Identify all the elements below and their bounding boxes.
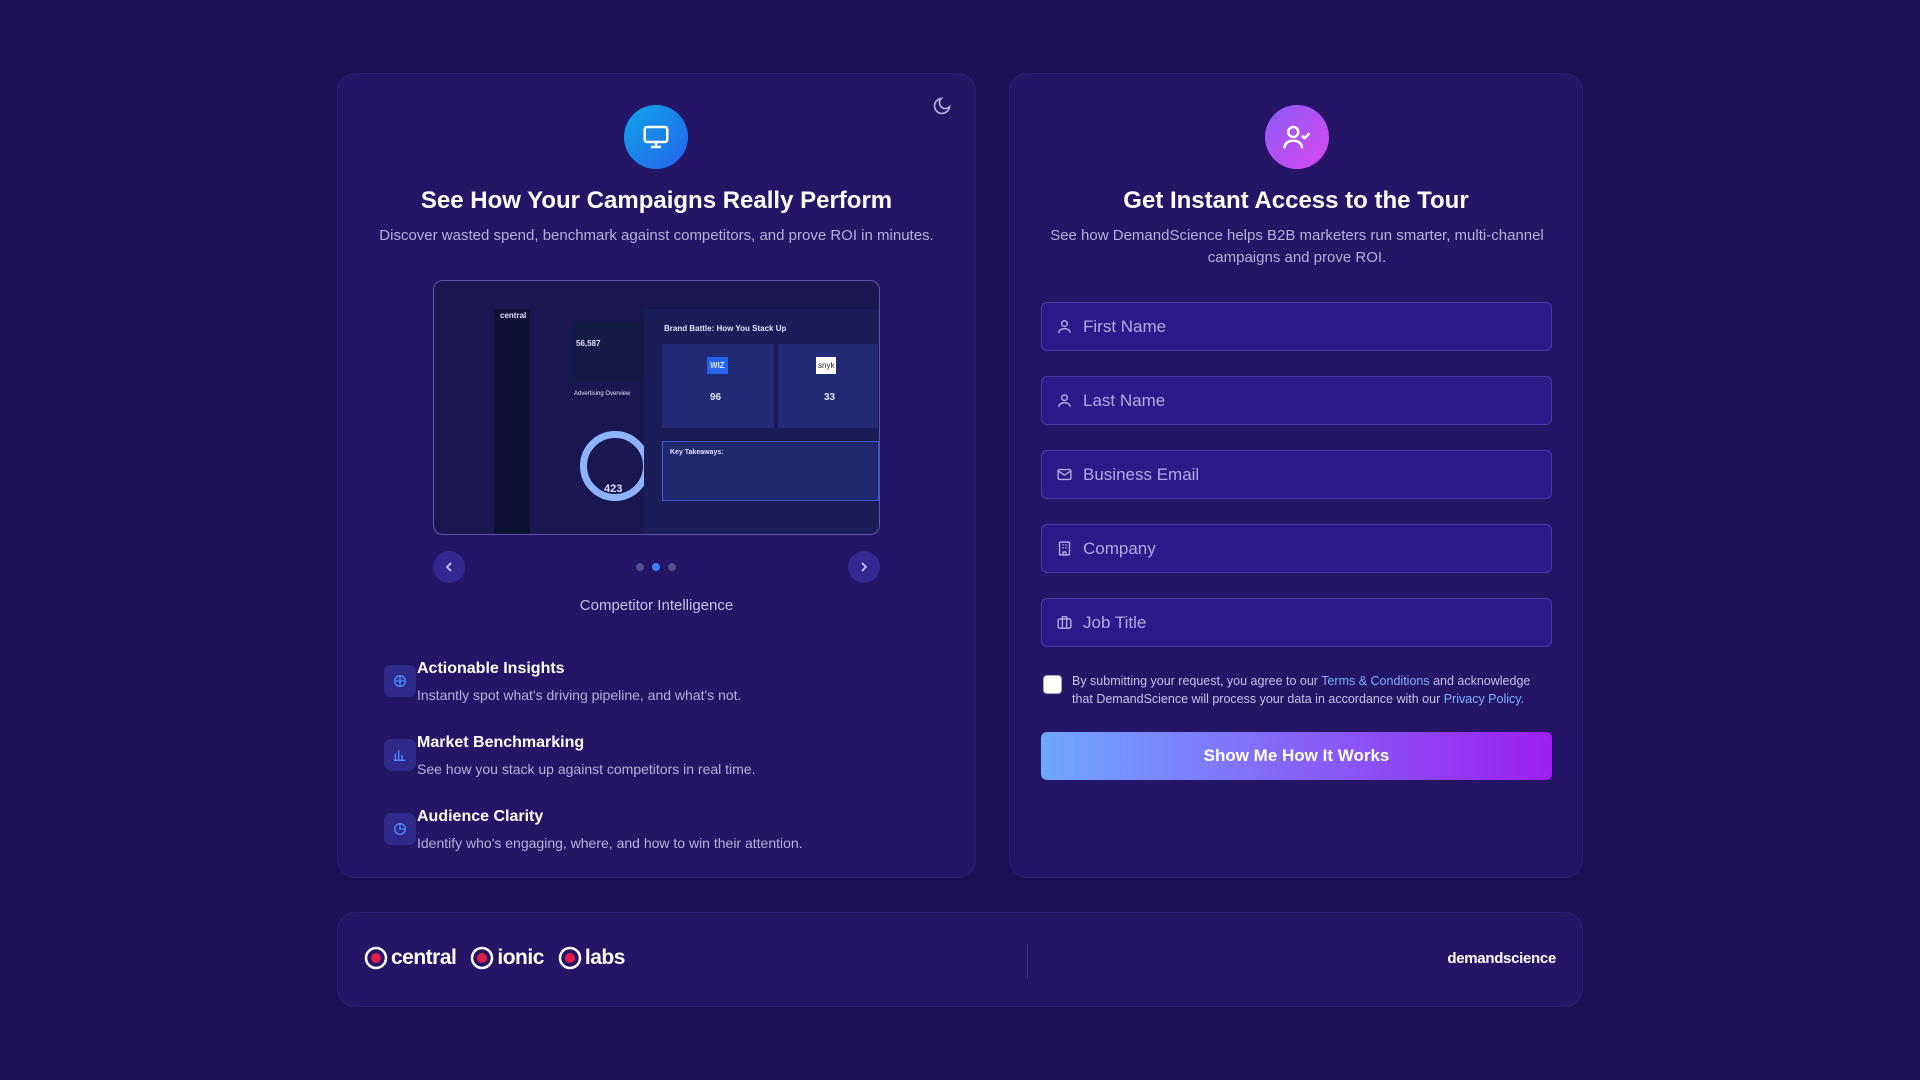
form-subtitle: See how DemandScience helps B2B marketer… <box>1050 227 1544 266</box>
left-title: See How Your Campaigns Really Perform <box>420 187 893 214</box>
consent-text: By submitting your request, you agree to… <box>1072 672 1552 708</box>
prev-arrow[interactable] <box>433 551 465 583</box>
left-card: See How Your Campaigns Really Perform Di… <box>337 73 976 878</box>
footer: central ionic labs demandscience <box>337 912 1583 1007</box>
brand-logo-text: ionic <box>497 946 544 969</box>
form-field-text: Business Email <box>1083 464 1200 484</box>
feature-desc-text: See how you stack up against competitors… <box>417 761 756 777</box>
divider <box>1027 944 1028 978</box>
consent-middle: and acknowledge that DemandScience will … <box>1072 674 1531 706</box>
preview-wiz: WIZ <box>707 357 728 374</box>
feature-title-text: Market Benchmarking <box>417 734 585 751</box>
feature-desc: Identify who's engaging, where, and how … <box>417 835 803 851</box>
brand-logo: ionic <box>470 946 544 970</box>
preview-takeaways-box <box>662 441 879 501</box>
consent-before: By submitting your request, you agree to… <box>1072 674 1322 688</box>
company-logo: demandscience <box>1447 950 1556 967</box>
submit-button[interactable]: Show Me How It Works <box>1041 732 1552 780</box>
theme-toggle[interactable] <box>932 96 952 121</box>
consent-after: . <box>1520 692 1525 706</box>
feature-desc: See how you stack up against competitors… <box>417 761 756 777</box>
feature-title: Audience Clarity <box>417 808 543 826</box>
preview: central 56,587 Advertising Overview 423 … <box>433 280 880 535</box>
brand-logo-text: central <box>391 946 457 969</box>
feature-title: Market Benchmarking <box>417 734 584 752</box>
brand-logo: labs <box>558 946 625 970</box>
feature-title-text: Actionable Insights <box>417 660 565 677</box>
feature-desc-text: Identify who's engaging, where, and how … <box>417 835 803 851</box>
preview-metric-card <box>572 321 652 381</box>
left-subtitle: Discover wasted spend, benchmark against… <box>379 227 934 244</box>
feature-icon <box>384 739 416 771</box>
dot-active[interactable] <box>652 563 660 571</box>
feature-title: Actionable Insights <box>417 660 565 678</box>
preview-snyk-score: 33 <box>824 392 836 403</box>
feature-icon <box>384 813 416 845</box>
form-field[interactable]: Business Email <box>1041 450 1552 499</box>
form-field-text: Job Title <box>1083 612 1147 632</box>
form-title: Get Instant Access to the Tour <box>1123 187 1469 214</box>
preview-brand: central <box>500 311 527 320</box>
form-field[interactable]: Company <box>1041 524 1552 573</box>
privacy-link[interactable]: Privacy Policy <box>1443 692 1521 706</box>
preview-battle: Brand Battle: How You Stack Up <box>664 324 787 333</box>
feature-title-text: Audience Clarity <box>417 808 544 825</box>
brand-logo-text: labs <box>584 946 626 969</box>
preview-wiz-score: 96 <box>710 392 722 403</box>
dot[interactable] <box>636 563 644 571</box>
form-field[interactable]: Last Name <box>1041 376 1552 425</box>
preview-section: Advertising Overview <box>574 391 631 397</box>
terms-link[interactable]: Terms & Conditions <box>1321 674 1430 688</box>
preview-snyk: snyk <box>816 357 837 374</box>
preview-takeaways: Key Takeaways: <box>670 449 724 456</box>
form-field[interactable]: First Name <box>1041 302 1552 351</box>
form-field-text: First Name <box>1083 316 1167 336</box>
dot[interactable] <box>668 563 676 571</box>
preview-total: 423 <box>604 483 623 495</box>
form-field[interactable]: Job Title <box>1041 598 1552 647</box>
user-check-icon <box>1265 105 1329 169</box>
monitor-icon <box>624 105 688 169</box>
brand-list: central ionic labs <box>364 946 625 970</box>
feature-icon <box>384 665 416 697</box>
preview-metric: 56,587 <box>576 339 601 348</box>
form-card: Get Instant Access to the Tour See how D… <box>1009 73 1583 878</box>
feature-desc: Instantly spot what's driving pipeline, … <box>417 687 741 703</box>
consent-checkbox[interactable] <box>1043 675 1062 694</box>
preview-sidebar <box>494 309 530 534</box>
form-field-text: Last Name <box>1083 390 1166 410</box>
feature-desc-text: Instantly spot what's driving pipeline, … <box>417 687 742 703</box>
slide-caption: Competitor Intelligence <box>579 597 734 614</box>
brand-logo: central <box>364 946 457 970</box>
next-arrow[interactable] <box>848 551 880 583</box>
form-field-text: Company <box>1083 538 1156 558</box>
